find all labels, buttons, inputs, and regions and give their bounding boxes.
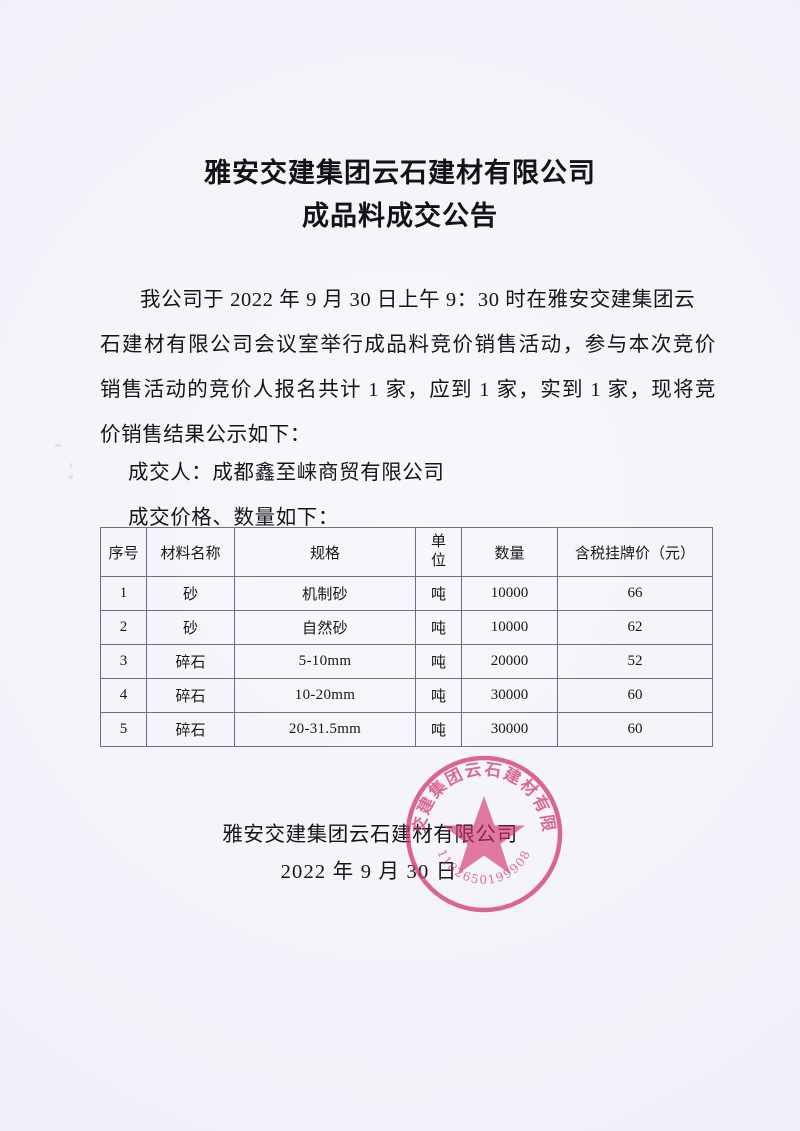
body-paragraph: 我公司于 2022 年 9 月 30 日上午 9：30 时在雅安交建集团云 石建… [100, 278, 716, 458]
cell-price: 60 [557, 678, 713, 713]
table-row: 2 砂 自然砂 吨 10000 62 [100, 610, 713, 645]
cell-price: 66 [557, 576, 713, 611]
signature-date: 2022 年 9 月 30 日 [280, 861, 458, 883]
cell-price: 60 [557, 712, 713, 747]
bid-result-table: 序号 材料名称 规格 单位 数量 含税挂牌价（元） 1 砂 机制砂 吨 1000… [100, 527, 713, 747]
header-material: 材料名称 [146, 527, 235, 577]
scan-artifact [70, 463, 72, 468]
cell-quantity: 30000 [461, 712, 558, 747]
cell-spec: 自然砂 [234, 610, 416, 645]
cell-unit: 吨 [415, 678, 462, 713]
header-unit-char-2: 位 [431, 553, 447, 569]
cell-spec: 机制砂 [234, 576, 416, 611]
header-price: 含税挂牌价（元） [557, 527, 713, 577]
header-quantity: 数量 [461, 527, 558, 577]
cell-index: 4 [100, 678, 147, 713]
body-line-4: 价销售结果公示如下： [100, 424, 311, 446]
cell-index: 3 [100, 644, 147, 679]
table-row: 5 碎石 20-31.5mm 吨 30000 60 [100, 712, 713, 747]
document-title: 雅安交建集团云石建材有限公司 成品料成交公告 [0, 152, 800, 238]
cell-index: 2 [100, 610, 147, 645]
cell-index: 5 [100, 712, 147, 747]
winner-line: 成交人：成都鑫至崃商贸有限公司 [128, 462, 445, 484]
cell-spec: 10-20mm [234, 678, 416, 713]
table-row: 1 砂 机制砂 吨 10000 66 [100, 576, 713, 611]
header-unit: 单位 [415, 527, 462, 577]
cell-quantity: 30000 [461, 678, 558, 713]
cell-quantity: 10000 [461, 576, 558, 611]
header-spec: 规格 [234, 527, 416, 577]
cell-spec: 5-10mm [234, 644, 416, 679]
cell-unit: 吨 [415, 610, 462, 645]
cell-material: 碎石 [146, 678, 235, 713]
cell-material: 砂 [146, 576, 235, 611]
cell-spec: 20-31.5mm [234, 712, 416, 747]
signature-block: 雅安交建集团云石建材有限公司 2022 年 9 月 30 日 [0, 818, 800, 892]
signature-company: 雅安交建集团云石建材有限公司 [222, 824, 518, 846]
title-line-2: 成品料成交公告 [302, 201, 498, 232]
scan-artifact [55, 444, 61, 447]
cell-material: 碎石 [146, 712, 235, 747]
cell-unit: 吨 [415, 712, 462, 747]
cell-quantity: 20000 [461, 644, 558, 679]
cell-price: 52 [557, 644, 713, 679]
title-line-1: 雅安交建集团云石建材有限公司 [204, 158, 596, 189]
cell-unit: 吨 [415, 576, 462, 611]
body-line-1: 我公司于 2022 年 9 月 30 日上午 9：30 时在雅安交建集团云 [140, 289, 696, 311]
cell-unit: 吨 [415, 644, 462, 679]
cell-quantity: 10000 [461, 610, 558, 645]
cell-material: 碎石 [146, 644, 235, 679]
header-unit-char-1: 单 [431, 534, 447, 550]
cell-material: 砂 [146, 610, 235, 645]
price-lead-line: 成交价格、数量如下： [128, 507, 339, 529]
table-row: 3 碎石 5-10mm 吨 20000 52 [100, 644, 713, 679]
body-line-2: 石建材有限公司会议室举行成品料竞价销售活动，参与本次竞价 [100, 334, 716, 356]
table-header-row: 序号 材料名称 规格 单位 数量 含税挂牌价（元） [100, 527, 713, 577]
body-line-3: 销售活动的竞价人报名共计 1 家，应到 1 家，实到 1 家，现将竞 [100, 379, 716, 401]
table-row: 4 碎石 10-20mm 吨 30000 60 [100, 678, 713, 713]
cell-index: 1 [100, 576, 147, 611]
cell-price: 62 [557, 610, 713, 645]
scan-artifact [69, 475, 73, 479]
header-index: 序号 [100, 527, 147, 577]
